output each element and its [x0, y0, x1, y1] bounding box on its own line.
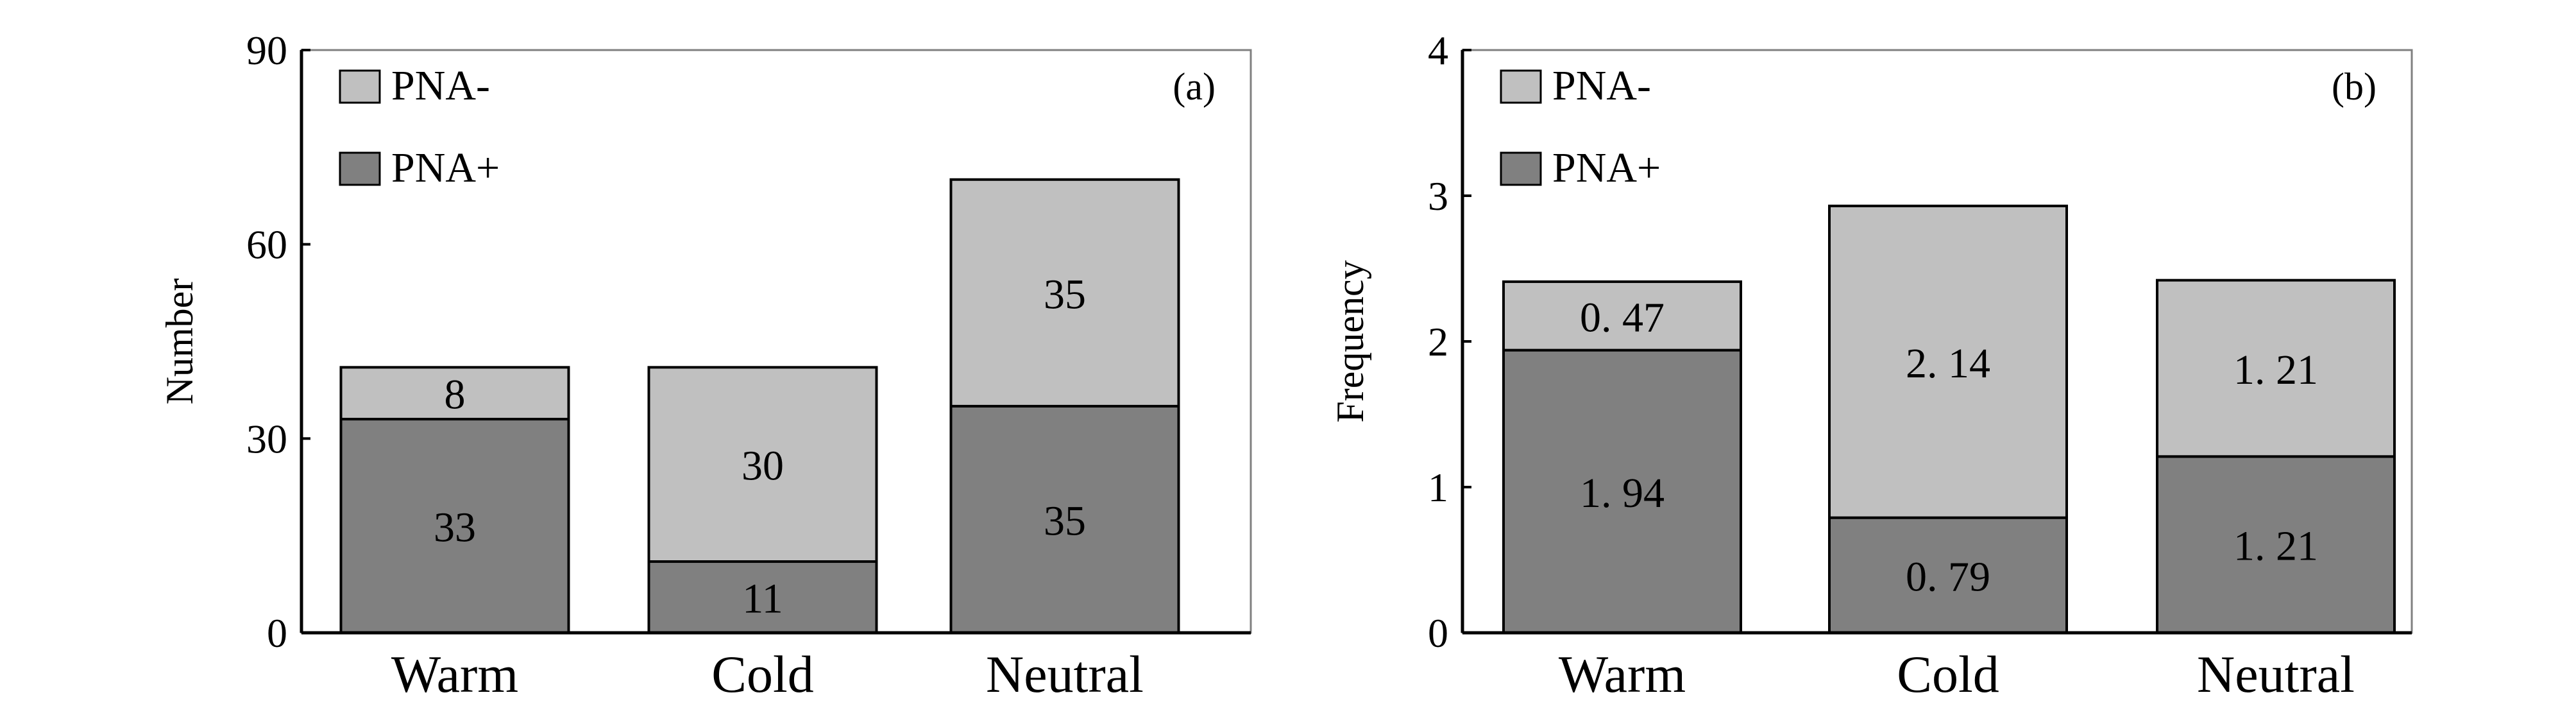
legend-swatch-pna-minus: [339, 69, 381, 104]
bar-labels: 1. 94 0. 47 0. 79 2. 14 1. 21 1. 21: [1580, 294, 2318, 600]
data-label-pnaminus-neutral: 1. 21: [2233, 347, 2318, 393]
data-label-pnaplus-neutral: 1. 21: [2233, 523, 2318, 570]
y-axis-label: Frequency: [1329, 260, 1371, 422]
x-tick-label-cold: Cold: [1897, 645, 1999, 703]
bar-pnaminus-warm: [339, 366, 570, 421]
data-label-pnaplus-cold: 11: [742, 576, 783, 623]
bar-labels: 33 8 11 30 35 35: [434, 271, 1086, 622]
bar-pnaplus-neutral: [2156, 455, 2396, 635]
data-label-pnaplus-warm: 1. 94: [1580, 470, 1665, 517]
y-tick-label: 30: [246, 416, 287, 461]
x-tick-label-warm: Warm: [1559, 645, 1686, 703]
data-label-pnaplus-warm: 33: [434, 504, 476, 551]
legend-swatch-pna-minus: [1500, 69, 1542, 104]
legend-label-pna-plus: PNA+: [391, 144, 500, 191]
data-label-pnaplus-cold: 0. 79: [1906, 553, 1990, 600]
x-tick-labels: Warm Cold Neutral: [1559, 645, 2355, 703]
panel-label: (b): [2332, 65, 2377, 108]
bar-pnaminus-neutral: [949, 178, 1180, 408]
y-tick-label: 2: [1428, 319, 1448, 365]
legend-label-pna-plus: PNA+: [1552, 144, 1661, 191]
y-tick-label: 4: [1428, 28, 1448, 73]
legend-label-pna-minus: PNA-: [1552, 62, 1651, 109]
bar-pnaplus-neutral: [949, 404, 1180, 635]
x-tick-label-neutral: Neutral: [2197, 645, 2355, 703]
data-label-pnaminus-cold: 30: [741, 443, 784, 490]
panel-label: (a): [1173, 65, 1216, 108]
data-label-pnaminus-warm: 0. 47: [1580, 294, 1665, 341]
y-ticks: 0 30 60 90: [246, 28, 310, 656]
y-tick-label: 0: [1428, 610, 1448, 656]
y-tick-label: 60: [246, 222, 287, 268]
bar-pnaminus-neutral: [2156, 279, 2396, 458]
legend: PNA- PNA+: [1500, 62, 1661, 191]
bar-pnaminus-cold: [647, 366, 878, 563]
bars: [339, 178, 1180, 635]
legend-swatch-pna-plus: [339, 151, 381, 186]
data-label-pnaplus-neutral: 35: [1044, 497, 1086, 544]
bar-pnaplus-cold: [1828, 516, 2068, 634]
y-tick-label: 3: [1428, 173, 1448, 219]
y-tick-label: 90: [246, 28, 287, 73]
legend: PNA- PNA+: [339, 62, 500, 191]
chart-panel-b: (b) Frequency 0 1 2 3 4 1. 94 0. 47 0. 79 2. 14…: [1329, 28, 2413, 703]
x-tick-label-warm: Warm: [391, 645, 518, 703]
legend-swatch-pna-plus: [1500, 151, 1542, 186]
data-label-pnaminus-cold: 2. 14: [1906, 340, 1990, 387]
bar-pnaminus-cold: [1828, 204, 2068, 519]
legend-label-pna-minus: PNA-: [391, 62, 490, 109]
y-tick-label: 0: [267, 610, 287, 656]
x-tick-label-cold: Cold: [711, 645, 813, 703]
data-label-pnaminus-neutral: 35: [1044, 271, 1086, 318]
bars: [1502, 204, 2396, 635]
x-tick-label-neutral: Neutral: [986, 645, 1144, 703]
bar-pnaminus-warm: [1502, 280, 1742, 352]
chart-panel-a: (a) Number 0 30 60 90 33 8 11 30 35 35 Warm Cold N…: [158, 28, 1252, 703]
data-label-pnaminus-warm: 8: [445, 372, 466, 418]
x-tick-labels: Warm Cold Neutral: [391, 645, 1144, 703]
y-tick-label: 1: [1428, 465, 1448, 510]
y-axis-label: Number: [158, 279, 201, 405]
bar-pnaplus-warm: [1502, 348, 1742, 634]
